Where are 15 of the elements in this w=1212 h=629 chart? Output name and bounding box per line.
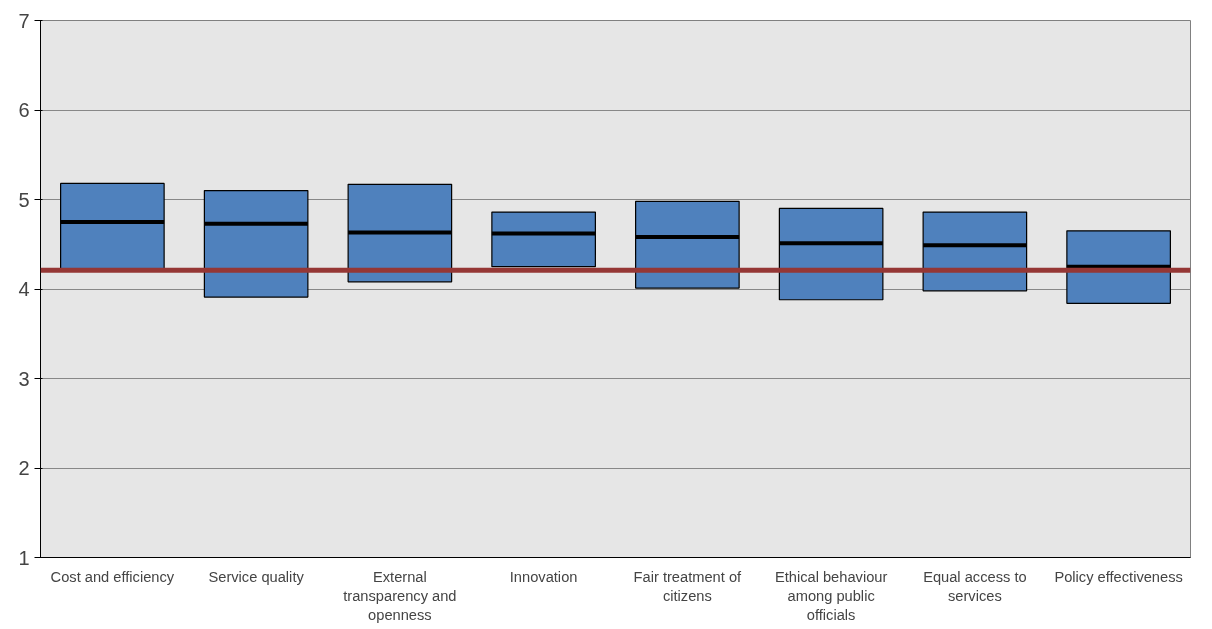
x-tick-label: Policy effectiveness [1054, 568, 1183, 585]
x-tick-label: Equal access to services [923, 568, 1027, 604]
x-tick-label: Service quality [208, 568, 305, 585]
y-tick-label: 3 [18, 367, 30, 390]
y-tick-label: 6 [18, 99, 30, 121]
x-tick-label: External transparency and openness [343, 568, 457, 623]
x-tick-label: Cost and efficiency [50, 568, 175, 585]
y-tick-label: 7 [18, 9, 30, 32]
y-tick-label: 2 [18, 457, 30, 479]
y-tick-label: 1 [18, 546, 30, 569]
x-tick-label: Ethical behaviour among public officials [774, 568, 888, 623]
x-tick-label: Fair treatment of citizens [633, 568, 743, 604]
y-tick-label: 5 [18, 188, 30, 211]
x-tick-label: Innovation [509, 568, 578, 585]
y-tick-label: 4 [18, 278, 30, 300]
